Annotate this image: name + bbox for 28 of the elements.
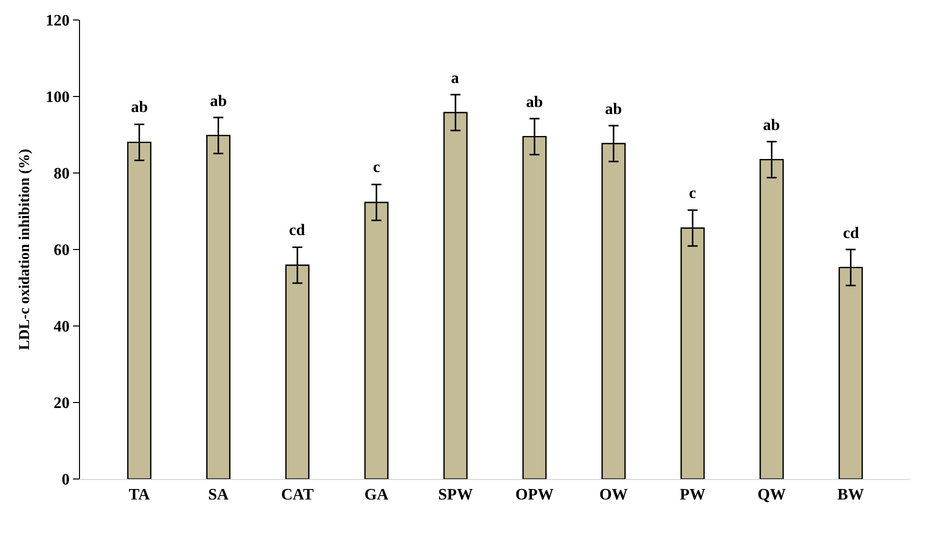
x-tick-label: CAT (281, 486, 314, 504)
annotation: ab (763, 117, 780, 134)
annotation: ab (210, 93, 227, 110)
annotation: c (689, 185, 696, 202)
x-tick-label: QW (757, 486, 786, 504)
x-tick-label: GA (364, 486, 389, 504)
x-tick-label: OPW (515, 486, 554, 504)
annotation: ab (131, 99, 148, 116)
x-tick-label: SA (208, 486, 229, 504)
annotation: cd (289, 222, 306, 239)
x-tick-label: PW (680, 486, 706, 504)
annotation: cd (843, 225, 860, 242)
x-tick-label: TA (128, 486, 150, 504)
y-tick-label: 40 (54, 318, 70, 336)
annotation: a (451, 70, 459, 87)
y-tick-label: 0 (62, 472, 70, 489)
y-tick-label: 20 (54, 395, 70, 412)
x-tick-label: OW (599, 486, 628, 504)
annotation: ab (605, 101, 622, 118)
y-tick-label: 100 (46, 89, 70, 106)
annotation: ab (526, 94, 543, 111)
y-tick-label: 80 (54, 166, 70, 183)
y-tick-label: 60 (54, 242, 70, 260)
x-tick-label: SPW (438, 486, 473, 504)
y-axis-title: LDL-c oxidation inhibition (%) (16, 148, 33, 350)
x-tick-label: BW (837, 486, 864, 504)
y-tick-label: 120 (46, 12, 70, 30)
annotation: c (373, 159, 380, 176)
